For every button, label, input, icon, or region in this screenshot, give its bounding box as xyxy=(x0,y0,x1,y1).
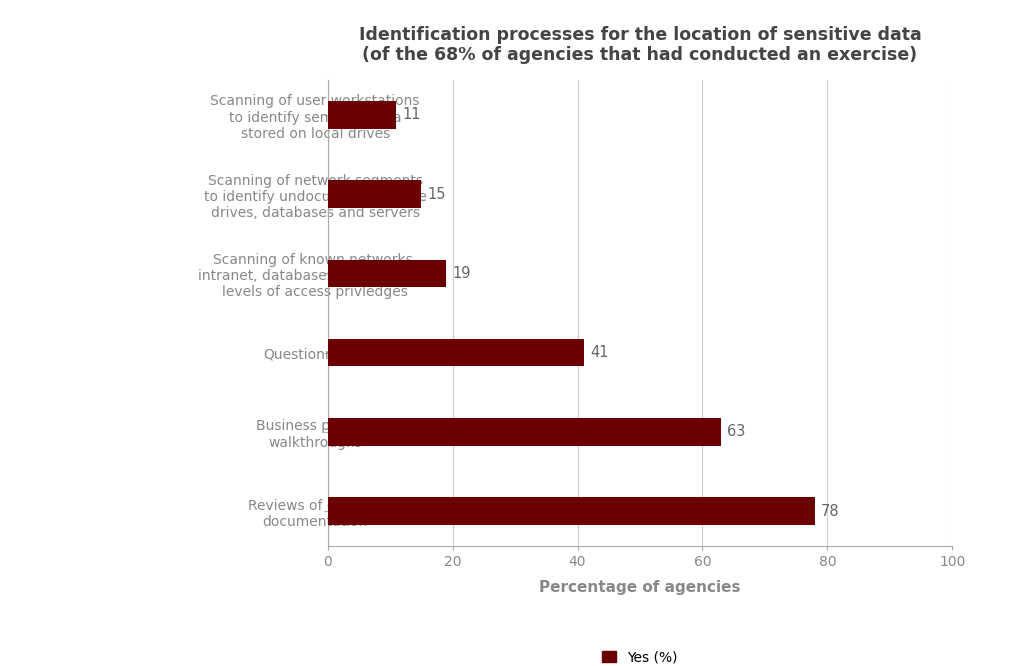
Bar xyxy=(328,101,396,129)
Text: 41: 41 xyxy=(590,345,608,360)
Title: Identification processes for the location of sensitive data
(of the 68% of agenc: Identification processes for the locatio… xyxy=(358,26,922,65)
Text: 19: 19 xyxy=(453,266,471,281)
Bar xyxy=(328,180,422,208)
Legend: Yes (%): Yes (%) xyxy=(597,645,683,666)
Bar xyxy=(328,260,446,287)
Text: 78: 78 xyxy=(821,503,840,519)
X-axis label: Percentage of agencies: Percentage of agencies xyxy=(540,580,740,595)
Text: 15: 15 xyxy=(428,186,446,202)
Bar xyxy=(328,418,721,446)
Text: 63: 63 xyxy=(727,424,745,440)
Bar xyxy=(328,339,584,366)
Bar xyxy=(328,498,815,525)
Text: 11: 11 xyxy=(402,107,421,123)
